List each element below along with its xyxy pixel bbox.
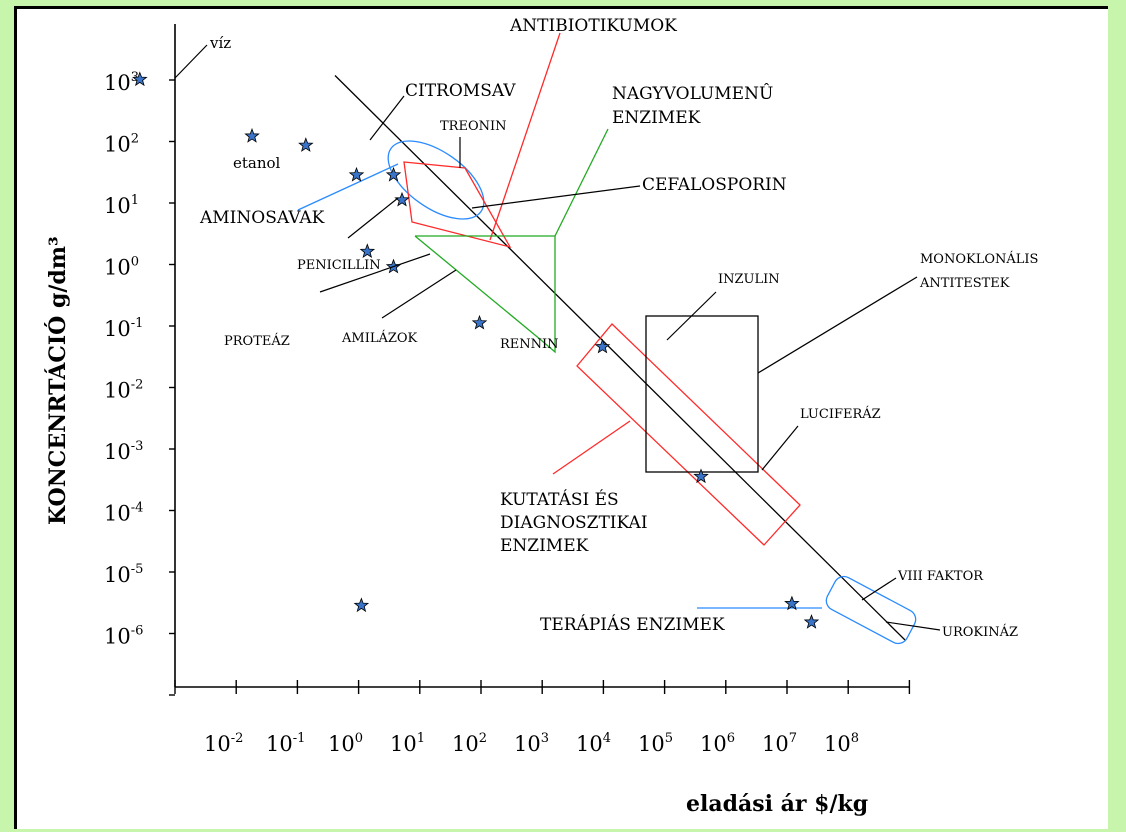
- y-tick-label: 10-5: [104, 562, 143, 587]
- bulk-enzymes-region: [415, 235, 556, 354]
- point-label: TREONIN: [440, 119, 507, 134]
- point-leader-line: [666, 291, 717, 341]
- antibiotics-pointer: [489, 32, 561, 241]
- point-label: CEFALOSPORIN: [642, 175, 787, 195]
- data-point-star: [803, 614, 820, 629]
- figure-frame: 10-2 10-1 100 101 102 103 104 105 106 107 108 103 10…: [14, 6, 1108, 829]
- point-leader-line: [861, 577, 897, 601]
- data-point-star: [348, 166, 365, 182]
- research-enzymes-region: [576, 323, 801, 546]
- point-label: CITROMSAV: [405, 81, 516, 101]
- point-leader-line: [369, 95, 405, 141]
- y-tick-label: 101: [104, 193, 139, 218]
- data-point-star: [784, 595, 800, 611]
- x-tick-label: 10-2: [204, 731, 243, 756]
- antibiotics-region: [403, 161, 512, 249]
- x-tick-label: 107: [762, 731, 797, 756]
- point-label: PENICILLIN: [297, 258, 381, 273]
- data-point-star: [353, 597, 370, 613]
- point-leader-line: [174, 44, 208, 79]
- point-label: víz: [209, 34, 231, 52]
- trend-line: [334, 75, 906, 641]
- amino-acids-ellipse: [387, 140, 485, 220]
- x-tick-label: 103: [514, 731, 549, 756]
- y-tick-label: 10-1: [104, 316, 143, 341]
- group-label-therapeutic: TERÁPIÁS ENZIMEK: [540, 614, 725, 635]
- bulk-enzymes-edge: [414, 235, 542, 341]
- y-tick-label: 10-3: [104, 439, 143, 464]
- data-point-star: [594, 338, 611, 354]
- point-label: RENNIN: [500, 337, 559, 352]
- point-label: AMILÁZOK: [341, 330, 418, 346]
- point-label: LUCIFERÁZ: [800, 406, 881, 422]
- point-leader-line: [471, 185, 641, 209]
- point-label: INZULIN: [718, 272, 780, 287]
- x-tick-label: 100: [328, 731, 363, 756]
- x-tick-label: 104: [576, 731, 611, 756]
- amino-acids-pointer: [297, 163, 399, 211]
- point-leader-line: [381, 269, 457, 319]
- data-point-star: [693, 468, 709, 484]
- research-enzymes-pointer: [552, 420, 631, 475]
- data-point-star: [394, 191, 410, 207]
- data-point-star: [359, 243, 376, 259]
- x-tick-label: 108: [824, 731, 859, 756]
- x-tick-label: 102: [452, 731, 487, 756]
- x-tick-label: 10-1: [266, 731, 305, 756]
- y-tick-label: 103: [104, 70, 139, 95]
- point-label: UROKINÁZ: [942, 624, 1018, 640]
- y-tick-label: 10-4: [104, 501, 143, 526]
- point-label: VIII FAKTOR: [897, 569, 984, 584]
- bulk-enzymes-pointer: [554, 128, 609, 237]
- group-label-antibiotics: ANTIBIOTIKUMOK: [509, 16, 677, 36]
- x-axis-title: eladási ár $/kg: [686, 791, 868, 817]
- y-tick-label: 100: [104, 255, 139, 280]
- point-leader-line: [319, 253, 431, 293]
- data-point-star: [385, 166, 402, 182]
- group-label-bulk-enzymes: NAGYVOLUMENÛ ENZIMEK: [612, 83, 773, 128]
- therapeutic-region: [825, 575, 917, 645]
- data-point-star: [298, 137, 314, 152]
- x-tick-label: 106: [700, 731, 735, 756]
- monoclonal-pointer: [757, 276, 918, 374]
- y-tick-label: 102: [104, 132, 139, 157]
- point-leader-line: [347, 197, 399, 239]
- group-label-research-enzymes: KUTATÁSI ÉS DIAGNOSZTIKAI ENZIMEK: [500, 489, 648, 556]
- data-point-star: [471, 314, 488, 330]
- point-leader-line: [885, 621, 941, 631]
- chart-svg: 10-2 10-1 100 101 102 103 104 105 106 107 108 103 10…: [44, 16, 1038, 817]
- point-label: etanol: [233, 154, 281, 172]
- point-leader-line: [761, 425, 799, 471]
- data-point-star: [132, 71, 148, 87]
- y-tick-label: 10-6: [104, 624, 143, 649]
- x-tick-label: 101: [390, 731, 425, 756]
- y-tick-label: 10-2: [104, 378, 143, 403]
- point-label: AMINOSAVAK: [199, 208, 325, 228]
- group-label-monoclonal: MONOKLONÁLIS ANTITESTEK: [919, 251, 1038, 291]
- x-tick-label: 105: [638, 731, 673, 756]
- group-label-proteases: PROTEÁZ: [224, 333, 290, 349]
- y-axis-title: KONCENRTÁCIÓ g/dm³: [44, 236, 71, 525]
- data-point-star: [244, 127, 260, 143]
